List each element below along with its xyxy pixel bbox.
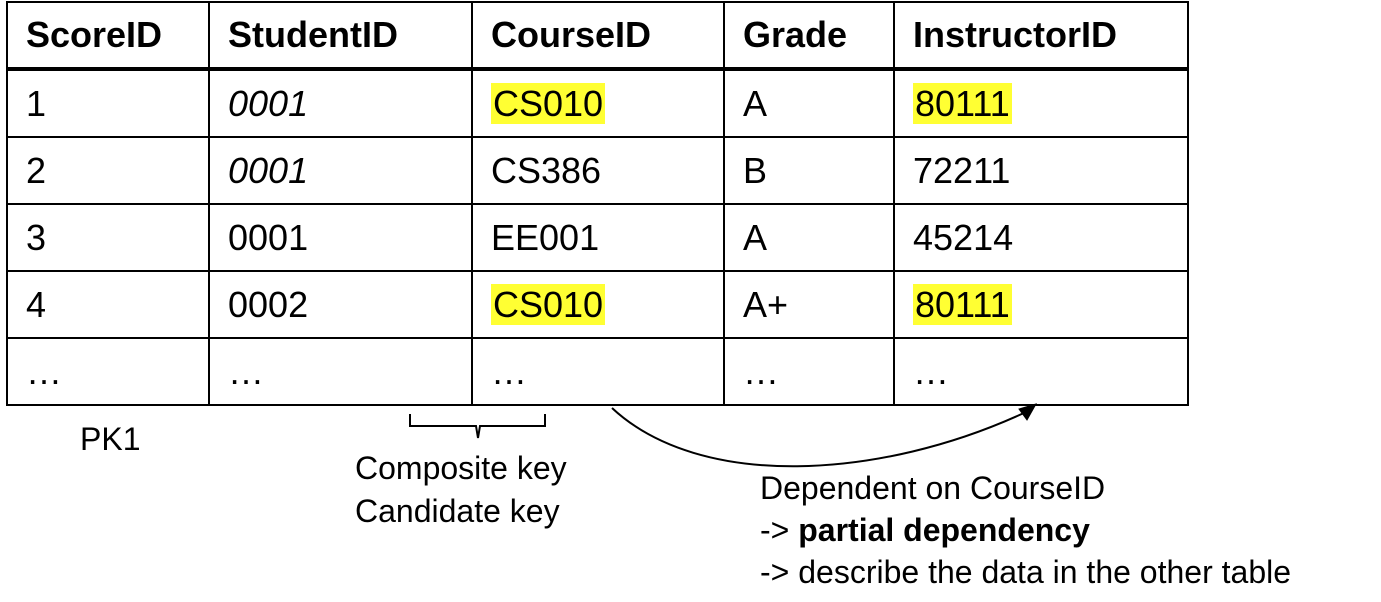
dependency-arrow-curve bbox=[611, 407, 1027, 468]
partial-dependency-text: partial dependency bbox=[798, 512, 1090, 548]
header-row: ScoreID StudentID CourseID Grade Instruc… bbox=[6, 1, 1189, 71]
highlighted-courseid: CS010 bbox=[491, 82, 606, 124]
cell-studentid: … bbox=[208, 337, 473, 406]
cell-scoreid: … bbox=[6, 337, 210, 406]
cell-scoreid: 4 bbox=[6, 270, 210, 339]
cell-instructorid: 80111 bbox=[893, 68, 1189, 138]
cell-grade: A+ bbox=[723, 270, 895, 339]
partial-dependency-line: -> partial dependency bbox=[760, 509, 1291, 551]
scores-table: ScoreID StudentID CourseID Grade Instruc… bbox=[6, 1, 1189, 406]
cell-courseid: EE001 bbox=[471, 203, 725, 272]
cell-scoreid: 1 bbox=[6, 68, 210, 138]
cell-studentid: 0001 bbox=[208, 136, 473, 205]
header-scoreid: ScoreID bbox=[6, 1, 210, 71]
cell-scoreid: 2 bbox=[6, 136, 210, 205]
cell-studentid: 0001 bbox=[208, 203, 473, 272]
candidate-key-label: Candidate key bbox=[355, 493, 560, 529]
dependent-on-text: Dependent on CourseID bbox=[760, 470, 1106, 506]
cell-courseid: CS386 bbox=[471, 136, 725, 205]
cell-studentid: 0002 bbox=[208, 270, 473, 339]
cell-grade: B bbox=[723, 136, 895, 205]
table-row: 3 0001 EE001 A 45214 bbox=[6, 203, 1189, 272]
cell-grade: … bbox=[723, 337, 895, 406]
pk-label: PK1 bbox=[80, 421, 141, 457]
highlighted-courseid: CS010 bbox=[491, 283, 606, 325]
table-row: 1 0001 CS010 A 80111 bbox=[6, 68, 1189, 138]
table-row: 2 0001 CS386 B 72211 bbox=[6, 136, 1189, 205]
highlighted-instructorid: 80111 bbox=[913, 283, 1012, 325]
cell-grade: A bbox=[723, 68, 895, 138]
composite-key-brace bbox=[409, 414, 546, 439]
arrow-prefix: -> bbox=[760, 512, 799, 548]
cell-instructorid: … bbox=[893, 337, 1189, 406]
cell-scoreid: 3 bbox=[6, 203, 210, 272]
cell-instructorid: 45214 bbox=[893, 203, 1189, 272]
arrow-head-icon bbox=[1018, 403, 1038, 421]
header-instructorid: InstructorID bbox=[893, 1, 1189, 71]
cell-courseid: CS010 bbox=[471, 270, 725, 339]
header-studentid: StudentID bbox=[208, 1, 473, 71]
cell-instructorid: 72211 bbox=[893, 136, 1189, 205]
composite-key-label: Composite key bbox=[355, 450, 567, 486]
cell-studentid: 0001 bbox=[208, 68, 473, 138]
header-grade: Grade bbox=[723, 1, 895, 71]
cell-grade: A bbox=[723, 203, 895, 272]
dependency-note: Dependent on CourseID -> partial depende… bbox=[760, 467, 1291, 593]
header-courseid: CourseID bbox=[471, 1, 725, 71]
cell-instructorid: 80111 bbox=[893, 270, 1189, 339]
highlighted-instructorid: 80111 bbox=[913, 82, 1012, 124]
table-row: … … … … … bbox=[6, 337, 1189, 406]
describe-other-text: -> describe the data in the other table bbox=[760, 554, 1292, 590]
cell-courseid: … bbox=[471, 337, 725, 406]
table-row: 4 0002 CS010 A+ 80111 bbox=[6, 270, 1189, 339]
cell-courseid: CS010 bbox=[471, 68, 725, 138]
